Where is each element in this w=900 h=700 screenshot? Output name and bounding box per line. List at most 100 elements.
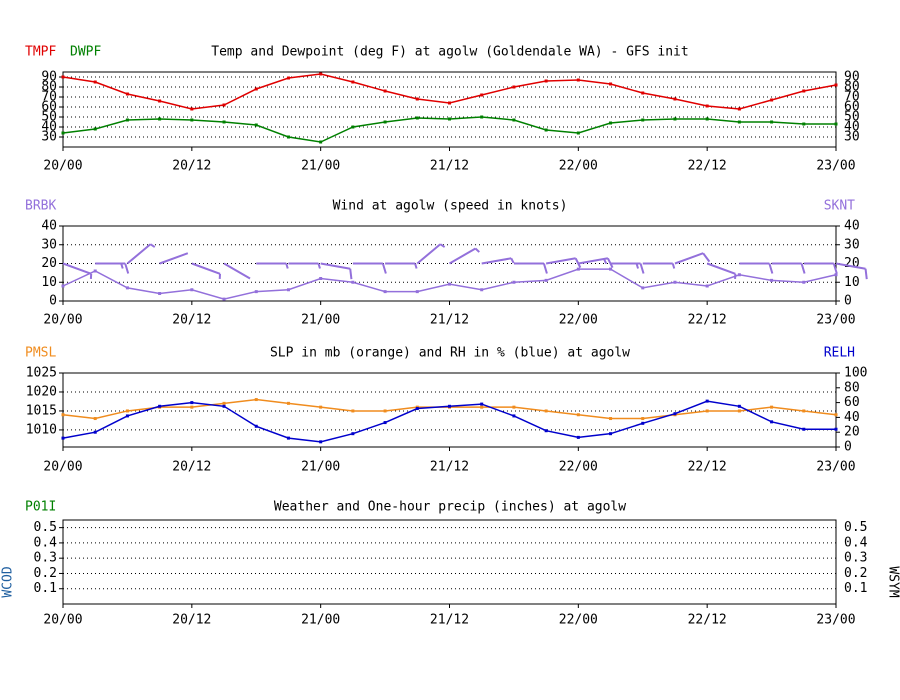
wind-barb [449, 247, 480, 265]
data-point [834, 83, 838, 87]
data-point [190, 401, 194, 405]
y-tick-label-right: 30 [844, 130, 860, 145]
legend-label: P01I [25, 500, 56, 515]
y-tick-label-right: 0.1 [844, 581, 867, 596]
y-tick-label: 90 [41, 70, 57, 85]
y2-tick-label: 30 [844, 237, 860, 252]
data-point [286, 288, 290, 292]
data-point [834, 273, 838, 277]
data-point [93, 127, 97, 131]
y-tick-label: 30 [41, 130, 57, 145]
x-tick-label: 21/00 [301, 613, 340, 628]
data-point [383, 290, 387, 294]
wind-barb [62, 262, 93, 280]
x-tick-label: 23/00 [816, 460, 855, 475]
y2-tick-label: 20 [844, 425, 860, 440]
wind-barb [545, 257, 582, 269]
y2-axis-label: WSYM [886, 566, 900, 597]
x-tick-label: 22/00 [559, 460, 598, 475]
data-point [544, 409, 548, 413]
data-point [254, 123, 258, 127]
y-tick-label: 50 [41, 110, 57, 125]
x-tick-label: 23/00 [816, 159, 855, 174]
data-point [641, 421, 645, 425]
series-line [62, 398, 837, 420]
y-tick-label: 0.2 [34, 566, 57, 581]
data-point [190, 288, 194, 292]
data-point [415, 116, 419, 120]
data-point [383, 421, 387, 425]
y-tick-label: 0.1 [34, 581, 57, 596]
data-point [222, 401, 226, 405]
y-tick-label-right: 60 [844, 100, 860, 115]
data-point [286, 76, 290, 80]
data-point [222, 120, 226, 124]
data-point [737, 120, 741, 124]
data-point [737, 107, 741, 111]
data-point [609, 417, 613, 421]
x-tick-label: 20/00 [43, 460, 82, 475]
x-tick-label: 22/12 [688, 460, 727, 475]
x-tick-label: 22/00 [559, 313, 598, 328]
wind-barb [706, 262, 737, 280]
data-point [158, 404, 162, 408]
wind-barb [320, 262, 353, 280]
data-point [93, 417, 97, 421]
y-tick-label-right: 0.3 [844, 551, 867, 566]
chart-title: Weather and One-hour precip (inches) at … [274, 500, 626, 515]
data-point [770, 98, 774, 102]
data-point [158, 117, 162, 121]
data-point [448, 117, 451, 121]
data-point [125, 92, 129, 96]
data-point [609, 267, 613, 271]
data-point [834, 413, 838, 417]
y-tick-label: 0 [49, 294, 57, 309]
data-point [61, 413, 65, 417]
wind-barb [416, 243, 446, 265]
wind-barb [191, 262, 222, 280]
data-point [383, 120, 387, 124]
y2-tick-label: 0 [844, 440, 852, 455]
data-point [415, 97, 419, 101]
data-point [544, 278, 548, 282]
data-point [319, 140, 323, 144]
data-point [609, 82, 613, 86]
data-point [319, 277, 323, 280]
y-tick-label-right: 40 [844, 120, 860, 135]
data-point [576, 267, 580, 271]
data-point [802, 280, 806, 284]
y-tick-label: 1010 [26, 422, 57, 437]
data-point [512, 414, 516, 418]
data-point [125, 414, 129, 418]
y-tick-label-right: 0.2 [844, 566, 867, 581]
data-point [641, 417, 645, 421]
data-point [61, 75, 65, 79]
data-point [254, 398, 258, 402]
chart-title: Wind at agolw (speed in knots) [333, 199, 568, 214]
y2-tick-label: 40 [844, 410, 860, 425]
data-point [190, 118, 194, 122]
data-point [415, 290, 419, 294]
data-point [286, 135, 290, 139]
y-tick-label: 0.5 [34, 520, 57, 535]
data-point [673, 412, 677, 416]
data-point [544, 79, 548, 83]
wind-barb [513, 262, 548, 274]
y-tick-label: 0.4 [34, 535, 58, 550]
x-tick-label: 21/12 [430, 460, 469, 475]
plot-frame [62, 372, 837, 448]
data-point [576, 78, 580, 82]
wind-barb [223, 262, 251, 280]
y-tick-label: 1020 [26, 384, 57, 399]
data-point [319, 440, 323, 444]
data-point [319, 405, 323, 409]
data-point [480, 288, 484, 292]
data-point [158, 292, 162, 295]
x-tick-label: 21/00 [301, 460, 340, 475]
wind-barb [674, 252, 711, 265]
data-point [512, 118, 516, 122]
data-point [93, 430, 97, 434]
data-point [125, 409, 129, 413]
x-tick-label: 20/12 [172, 313, 211, 328]
